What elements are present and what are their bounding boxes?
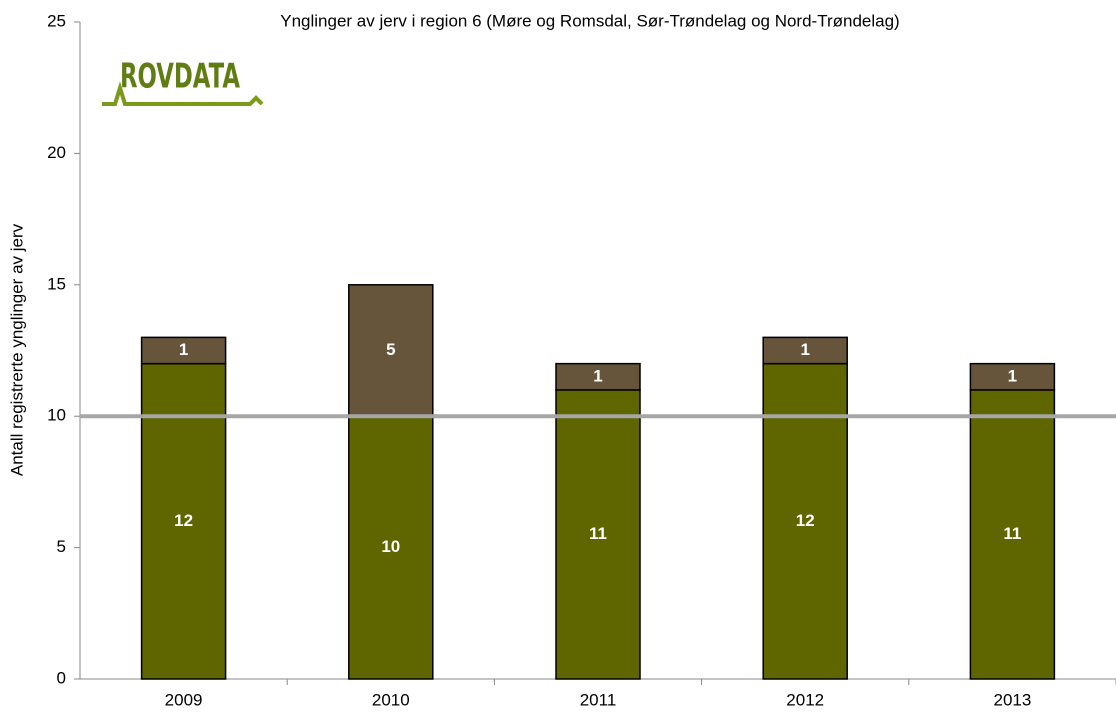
y-tick-label: 5: [57, 537, 66, 556]
bar-segment: [140, 336, 227, 365]
value-label: 1: [800, 340, 809, 359]
bar-segment: [555, 389, 641, 680]
y-tick-label: 0: [57, 668, 66, 687]
value-label: 1: [593, 366, 602, 385]
value-label: 12: [174, 511, 193, 530]
bar-segment: [969, 362, 1056, 391]
value-label: 12: [796, 511, 815, 530]
value-label: 11: [589, 524, 607, 543]
logo-text: ROVDATA: [120, 57, 240, 97]
value-label: 1: [1008, 366, 1017, 385]
bar-segment: [969, 389, 1056, 680]
x-tick-label: 2013: [993, 690, 1031, 709]
chart-title: Ynglinger av jerv i region 6 (Møre og Ro…: [280, 11, 899, 30]
value-label: 1: [179, 340, 188, 359]
y-tick-label: 15: [47, 274, 66, 293]
x-tick-label: 2010: [372, 690, 410, 709]
bar-segment: [762, 336, 848, 365]
value-label: 10: [381, 537, 400, 556]
logo: ROVDATA: [102, 57, 264, 106]
logo-line: [102, 81, 264, 106]
value-label: 11: [1003, 524, 1021, 543]
y-tick-label: 20: [47, 143, 66, 162]
y-axis-label: Antall registrerte ynglinger av jerv: [7, 223, 26, 476]
y-tick-label: 10: [47, 406, 66, 425]
bar-segment: [555, 362, 641, 391]
x-tick-label: 2011: [580, 690, 617, 709]
value-label: 5: [386, 340, 395, 359]
x-tick-label: 2012: [786, 690, 824, 709]
y-tick-label: 25: [47, 11, 66, 30]
x-tick-label: 2009: [165, 690, 203, 709]
bar-segment: [348, 415, 434, 680]
bar-segment: [348, 284, 434, 417]
